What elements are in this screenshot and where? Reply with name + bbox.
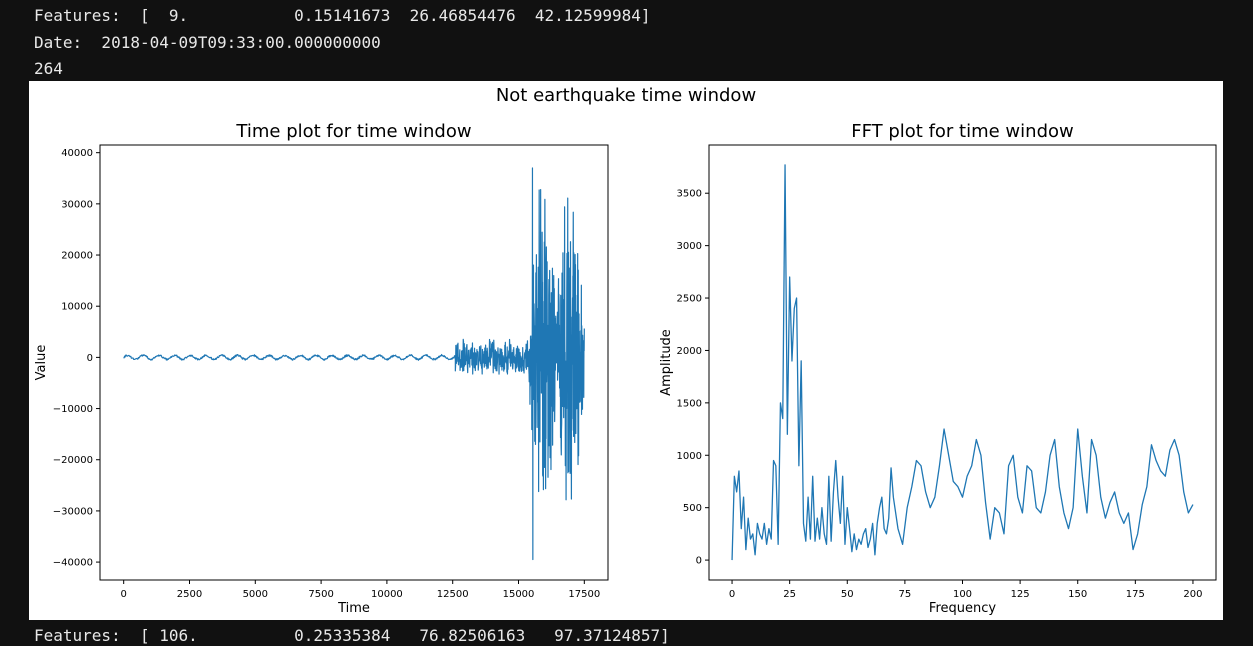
chart2-ylabel: Amplitude [659, 329, 674, 396]
chart1-ytick-label: 40000 [61, 148, 93, 159]
chart2-series-line [731, 164, 1194, 561]
chart2-xtick-label: 125 [1011, 589, 1030, 600]
chart2-xtick-label: 100 [953, 589, 972, 600]
chart2-ytick-label: 1000 [677, 451, 702, 462]
chart1-xtick-label: 2500 [177, 589, 202, 600]
chart1-ylabel: Value [34, 345, 49, 381]
chart2-ytick-label: 500 [683, 503, 702, 514]
console-count-line: 264 [34, 59, 63, 78]
chart1-xtick-label: 17500 [568, 589, 600, 600]
chart1-title: Time plot for time window [235, 121, 471, 142]
chart2-xtick-label: 175 [1126, 589, 1145, 600]
chart1-xtick-label: 5000 [243, 589, 268, 600]
chart1-xtick-label: 15000 [503, 589, 535, 600]
chart1-xlabel: Time [337, 601, 370, 616]
chart2-ytick-label: 1500 [677, 398, 702, 409]
chart2-xtick-label: 50 [841, 589, 854, 600]
figure: Not earthquake time window Time plot for… [29, 81, 1223, 620]
chart2-ytick-label: 2000 [677, 346, 702, 357]
chart2-ytick-label: 2500 [677, 294, 702, 305]
chart2-ytick-label: 3000 [677, 241, 702, 252]
console-cut-line: Features: [ 106. 0.25335384 76.82506163 … [34, 626, 670, 645]
chart1-ytick-label: 10000 [61, 302, 93, 313]
chart2-xtick-label: 200 [1183, 589, 1202, 600]
chart1-xtick-label: 0 [121, 589, 127, 600]
chart1-ytick-label: −10000 [53, 404, 93, 415]
figure-suptitle: Not earthquake time window [495, 85, 757, 106]
chart1-ytick-label: −40000 [53, 558, 93, 569]
chart1-ytick-label: −20000 [53, 455, 93, 466]
chart1-ytick-label: 30000 [61, 199, 93, 210]
chart2-ytick-label: 3500 [677, 189, 702, 200]
chart1-xtick-label: 12500 [437, 589, 469, 600]
chart1-xtick-label: 7500 [308, 589, 333, 600]
chart2-xtick-label: 75 [899, 589, 912, 600]
console-date-line: Date: 2018-04-09T09:33:00.000000000 [34, 33, 381, 52]
chart2-title: FFT plot for time window [851, 121, 1073, 142]
chart2-ytick-label: 0 [696, 556, 702, 567]
chart1-ytick-label: 20000 [61, 251, 93, 262]
chart1-ytick-label: 0 [87, 353, 93, 364]
chart2-xtick-label: 150 [1068, 589, 1087, 600]
chart2-xtick-label: 25 [783, 589, 796, 600]
console-features-line: Features: [ 9. 0.15141673 26.46854476 42… [34, 6, 651, 25]
chart2-xlabel: Frequency [929, 601, 996, 616]
chart1-ytick-label: −30000 [53, 506, 93, 517]
chart1-axes-frame [99, 144, 609, 581]
chart1-series-line [123, 167, 585, 561]
chart2-xtick-label: 0 [729, 589, 735, 600]
chart1-xtick-label: 10000 [371, 589, 403, 600]
